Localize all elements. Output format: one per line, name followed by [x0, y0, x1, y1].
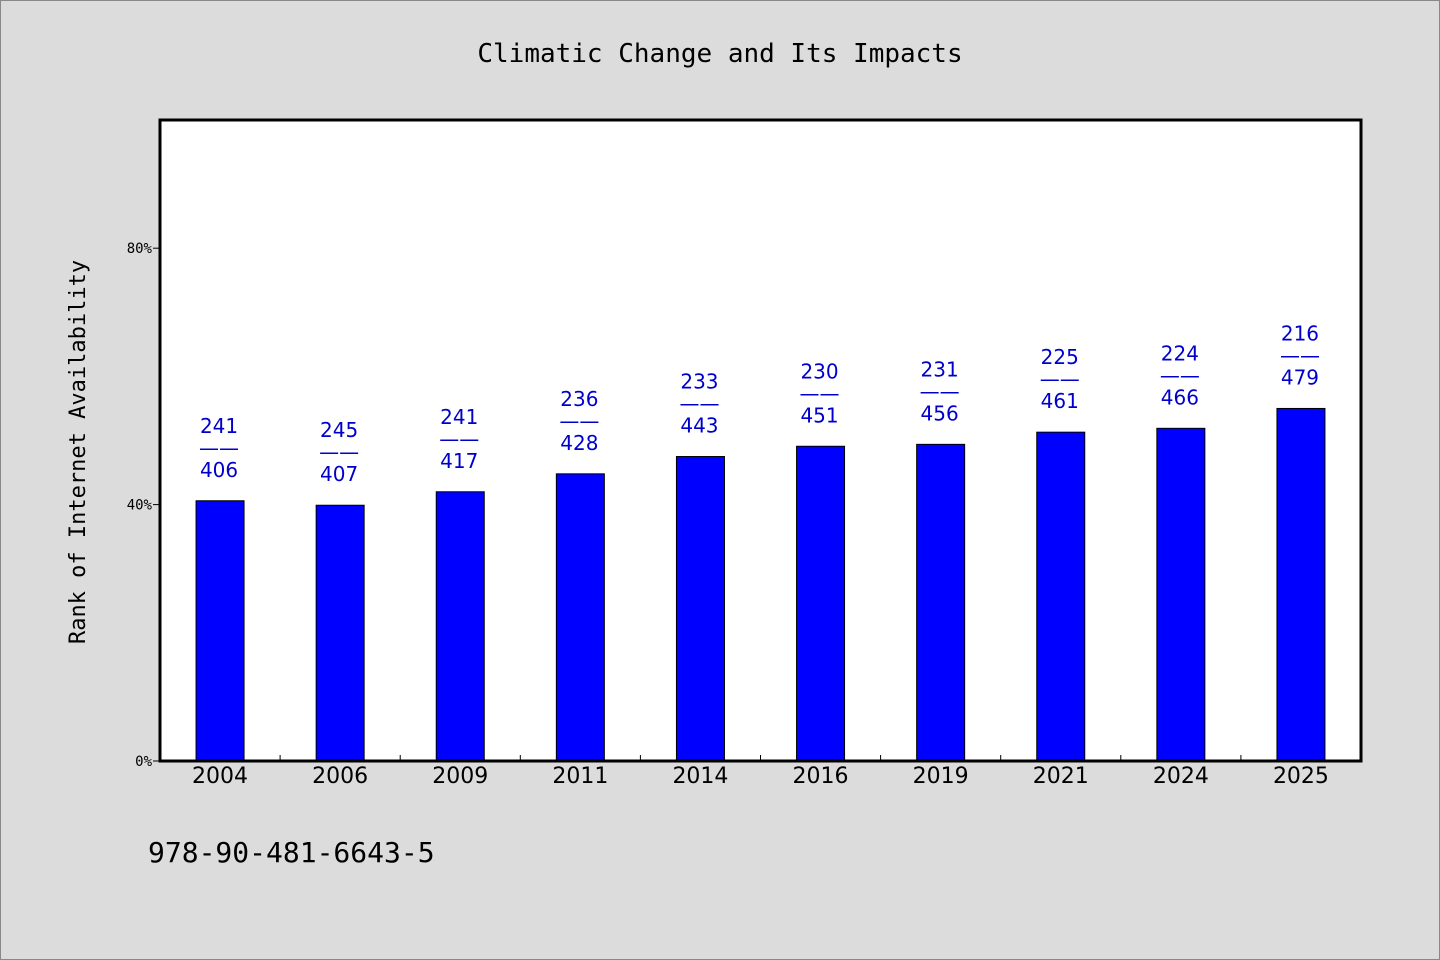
data-label-top-2019: 231	[921, 357, 959, 381]
data-label-top-2025: 216	[1281, 321, 1319, 345]
x-tick-label-2024: 2024	[1153, 764, 1209, 789]
x-tick-label-2006: 2006	[312, 764, 368, 789]
bar-2021	[1036, 431, 1086, 762]
x-tick-label-2016: 2016	[793, 764, 849, 789]
data-label-top-2009: 241	[440, 405, 478, 429]
data-label-bottom-2004: 406	[200, 458, 238, 482]
data-label-bottom-2011: 428	[560, 431, 598, 455]
data-label-top-2006: 245	[320, 418, 358, 442]
data-label-top-2016: 230	[800, 359, 838, 383]
x-tick-label-2019: 2019	[913, 764, 969, 789]
data-label-sep-2019: ——	[920, 379, 960, 403]
bar-2019	[916, 443, 966, 762]
data-label-bottom-2014: 443	[680, 414, 718, 438]
data-label-bottom-2009: 417	[440, 449, 478, 473]
isbn-footnote: 978-90-481-6643-5	[148, 836, 435, 869]
chart-title: Climatic Change and Its Impacts	[477, 39, 962, 69]
bar-2016	[796, 445, 846, 762]
x-axis: 2004 2006 2009 2011 2014 2016 2019 2021 2024 2025	[192, 755, 1329, 789]
data-label-sep-2006: ——	[319, 440, 359, 464]
bar-2024	[1156, 427, 1206, 762]
data-label-sep-2011: ——	[559, 409, 599, 433]
bars-group	[195, 407, 1326, 762]
x-tick-label-2014: 2014	[672, 764, 728, 789]
bar-2006	[315, 504, 365, 762]
data-label-sep-2016: ——	[800, 381, 840, 405]
data-label-bottom-2019: 456	[921, 401, 959, 425]
data-label-top-2004: 241	[200, 414, 238, 438]
data-label-top-2021: 225	[1041, 345, 1079, 369]
y-axis-label: Rank of Internet Availability	[66, 260, 91, 644]
data-label-bottom-2024: 466	[1161, 385, 1199, 409]
bar-2009	[435, 491, 485, 762]
x-tick-label-2025: 2025	[1273, 764, 1329, 789]
data-label-sep-2024: ——	[1160, 363, 1200, 387]
data-label-bottom-2021: 461	[1041, 389, 1079, 413]
y-tick-label-80: 80%	[127, 241, 153, 257]
y-tick-label-40: 40%	[127, 498, 153, 514]
data-label-sep-2004: ——	[199, 436, 239, 460]
data-label-sep-2021: ——	[1040, 367, 1080, 391]
data-label-sep-2014: ——	[679, 392, 719, 416]
data-label-sep-2009: ——	[439, 427, 479, 451]
data-label-sep-2025: ——	[1280, 343, 1320, 367]
data-label-bottom-2016: 451	[800, 403, 838, 427]
data-label-top-2024: 224	[1161, 341, 1199, 365]
x-tick-label-2021: 2021	[1033, 764, 1089, 789]
y-axis: 0% 40% 80%	[127, 241, 160, 770]
bar-2011	[555, 473, 605, 762]
y-tick-label-0: 0%	[135, 754, 152, 770]
plot-frame	[158, 118, 1363, 763]
bar-2014	[675, 456, 725, 762]
data-labels-group: 241——406245——407241——417236——428233——443…	[199, 321, 1320, 486]
bar-2025	[1276, 407, 1326, 762]
data-label-bottom-2025: 479	[1281, 365, 1319, 389]
x-tick-label-2011: 2011	[552, 764, 608, 789]
x-tick-label-2009: 2009	[432, 764, 488, 789]
bar-2004	[195, 500, 245, 762]
x-tick-label-2004: 2004	[192, 764, 248, 789]
data-label-bottom-2006: 407	[320, 462, 358, 486]
data-label-top-2011: 236	[560, 387, 598, 411]
data-label-top-2014: 233	[680, 370, 718, 394]
